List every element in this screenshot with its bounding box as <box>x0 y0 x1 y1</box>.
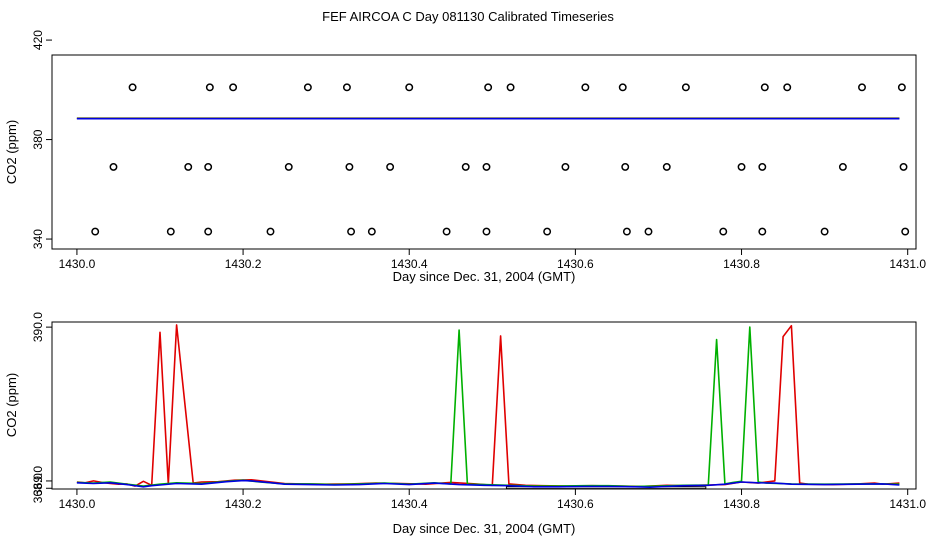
calibration-point <box>897 83 906 92</box>
y-tick-label: 340 <box>31 229 45 249</box>
top-plot-marks: 1430.0 1430.2 1430.4 1430.6 1430.8 1431.0 340 3… <box>31 30 926 271</box>
calibration-point <box>758 162 767 171</box>
calibration-point <box>758 227 767 236</box>
calibration-point <box>899 162 908 171</box>
series-red-line <box>76 324 900 488</box>
calibration-point <box>284 162 293 171</box>
calibration-point <box>184 162 193 171</box>
calibration-point <box>109 162 118 171</box>
chart-title: FEF AIRCOA C Day 081130 Calibrated Times… <box>322 9 614 24</box>
calibration-point <box>303 83 312 92</box>
calibration-point <box>205 83 214 92</box>
calibration-point <box>345 162 354 171</box>
x-tick-label: 1430.0 <box>59 497 96 511</box>
x-tick-label: 1430.0 <box>59 257 96 271</box>
calibration-point <box>719 227 728 236</box>
calibration-point <box>484 83 493 92</box>
y-tick-label: 369.0 <box>31 466 45 496</box>
calibration-point <box>618 83 627 92</box>
y-tick-label: 390.0 <box>31 312 45 342</box>
top-plot-frame <box>51 54 917 250</box>
x-tick-label: 1430.6 <box>557 497 594 511</box>
calibration-point <box>405 83 414 92</box>
calibration-point <box>644 227 653 236</box>
x-tick-label: 1431.0 <box>889 497 926 511</box>
calibration-point <box>128 83 137 92</box>
top-y-axis-label: CO2 (ppm) <box>4 120 19 184</box>
calibration-point <box>543 227 552 236</box>
calibration-point <box>482 227 491 236</box>
calibration-point <box>621 162 630 171</box>
calibration-point <box>367 227 376 236</box>
calibration-point <box>561 162 570 171</box>
x-tick-label: 1430.4 <box>391 497 428 511</box>
y-tick-label: 368.0 <box>31 473 45 503</box>
calibration-point <box>482 162 491 171</box>
calibration-point <box>760 83 769 92</box>
calibration-point <box>783 83 792 92</box>
calibration-point <box>91 227 100 236</box>
calibration-point <box>229 83 238 92</box>
bottom-plot-marks: 1430.0 1430.2 1430.4 1430.6 1430.8 1431.0 368.… <box>31 312 926 511</box>
calibration-point <box>662 162 671 171</box>
calibration-point <box>342 83 351 92</box>
calibration-point <box>442 227 451 236</box>
x-tick-label: 1430.8 <box>723 257 760 271</box>
series-blue-line <box>76 479 900 489</box>
x-tick-label: 1431.0 <box>889 257 926 271</box>
bottom-x-axis-label: Day since Dec. 31, 2004 (GMT) <box>393 521 576 536</box>
calibration-point <box>838 162 847 171</box>
calibration-point <box>581 83 590 92</box>
calibration-point <box>622 227 631 236</box>
x-tick-label: 1430.6 <box>557 257 594 271</box>
calibration-point <box>266 227 275 236</box>
x-tick-label: 1430.2 <box>225 257 262 271</box>
calibration-point <box>820 227 829 236</box>
calibration-point <box>901 227 910 236</box>
calibration-point <box>858 83 866 92</box>
bottom-y-axis-label: CO2 (ppm) <box>4 373 19 437</box>
calibration-point <box>681 83 690 92</box>
calibration-point <box>166 227 175 236</box>
y-tick-label: 420 <box>31 30 45 50</box>
calibration-point <box>737 162 746 171</box>
y-tick-label: 380 <box>31 129 45 149</box>
x-tick-label: 1430.4 <box>391 257 428 271</box>
calibration-point <box>461 162 470 171</box>
calibration-point <box>204 227 213 236</box>
calibration-point <box>347 227 356 236</box>
x-tick-label: 1430.2 <box>225 497 262 511</box>
bottom-plot-frame <box>51 321 917 490</box>
calibration-point <box>506 83 515 92</box>
x-tick-label: 1430.8 <box>723 497 760 511</box>
top-x-axis-label: Day since Dec. 31, 2004 (GMT) <box>393 269 576 284</box>
calibration-point <box>386 162 395 171</box>
calibration-point <box>204 162 213 171</box>
